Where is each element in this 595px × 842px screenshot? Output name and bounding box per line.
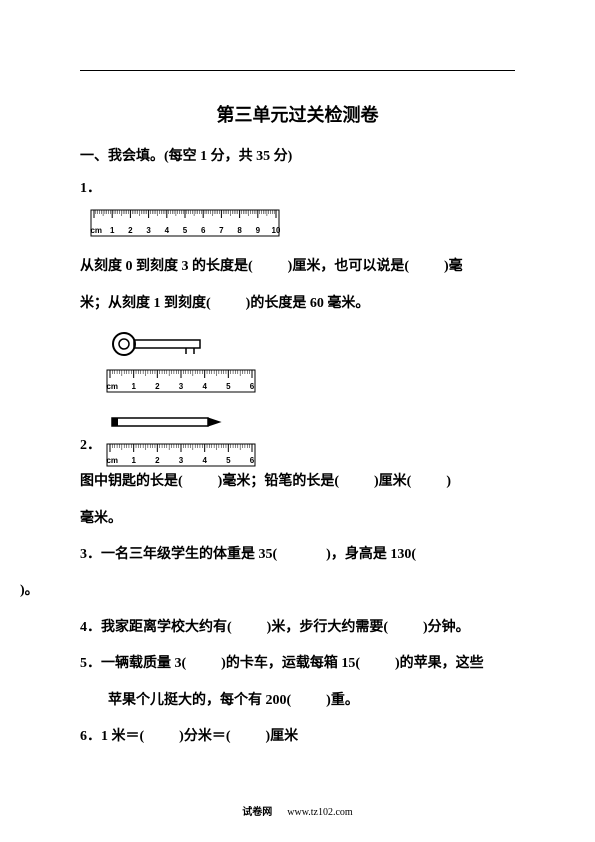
svg-text:4: 4 — [165, 226, 170, 235]
q2-blank-1 — [186, 474, 214, 489]
q6-blank-2 — [234, 729, 262, 744]
q2-number: 2． — [80, 428, 102, 464]
q2-text-5: 毫米。 — [80, 501, 515, 537]
q5-text-4: 苹果个儿挺大的，每个有 200( — [80, 693, 291, 708]
q5-blank-2 — [364, 656, 392, 671]
key-on-ruler: 0cm 1 2 3 4 5 6 — [106, 326, 256, 396]
q1-text-4: 米；从刻度 1 到刻度( — [80, 296, 211, 311]
svg-text:1: 1 — [131, 382, 136, 391]
q1-text-1: 从刻度 0 到刻度 3 的长度是( — [80, 259, 253, 274]
q1-blank-2 — [413, 259, 441, 274]
question-5: 5．一辆载质量 3( )的卡车，运载每箱 15( )的苹果，这些 苹果个儿挺大的… — [80, 646, 515, 719]
pencil-on-ruler: 0cm123456 — [106, 408, 256, 468]
question-2: 0cm123456 2． 0cm123456 图中钥匙的长是( )毫米；铅笔的长… — [80, 326, 515, 537]
svg-text:4: 4 — [202, 382, 207, 391]
q4-text-3: )分钟。 — [423, 620, 470, 635]
q1-blank-3 — [214, 296, 242, 311]
q3-blank-1 — [281, 547, 323, 562]
q2-blank-3 — [415, 474, 443, 489]
q6-text-1: 6．1 米＝( — [80, 729, 144, 744]
svg-text:6: 6 — [201, 226, 206, 235]
q4-blank-2 — [392, 620, 420, 635]
svg-text:5: 5 — [183, 226, 188, 235]
section-1-heading: 一、我会填。(每空 1 分，共 35 分) — [80, 145, 515, 165]
q5-text-3: )的苹果，这些 — [395, 656, 484, 671]
question-3: 3．一名三年级学生的体重是 35( )，身高是 130( )。 — [80, 537, 515, 610]
q2-text-1: 图中钥匙的长是( — [80, 474, 183, 489]
footer: 试卷网 www.tz102.com — [0, 803, 595, 818]
question-6: 6．1 米＝( )分米＝( )厘米 — [80, 719, 515, 755]
top-rule — [80, 70, 515, 71]
q1-text-5: )的长度是 60 毫米。 — [246, 296, 370, 311]
q1-number: 1． — [80, 171, 102, 207]
q3-text-2: )，身高是 130( — [326, 547, 416, 562]
q2-text-2: )毫米；铅笔的长是( — [218, 474, 339, 489]
q4-text-2: )米，步行大约需要( — [267, 620, 388, 635]
footer-url: www.tz102.com — [287, 807, 352, 818]
q3-text-3: )。 — [20, 583, 39, 598]
q1-text-2: )厘米，也可以说是( — [288, 259, 409, 274]
svg-text:6: 6 — [250, 382, 255, 391]
svg-text:2: 2 — [128, 226, 133, 235]
footer-site: 试卷网 — [242, 807, 272, 818]
q5-text-2: )的卡车，运载每箱 15( — [221, 656, 360, 671]
q5-text-5: )重。 — [326, 693, 359, 708]
q6-text-3: )厘米 — [266, 729, 299, 744]
q5-blank-3 — [295, 693, 323, 708]
question-4: 4．我家距离学校大约有( )米，步行大约需要( )分钟。 — [80, 610, 515, 646]
svg-text:5: 5 — [226, 382, 231, 391]
q6-text-2: )分米＝( — [179, 729, 230, 744]
q6-blank-1 — [148, 729, 176, 744]
q2-text-3: )厘米( — [374, 474, 411, 489]
svg-text:7: 7 — [219, 226, 224, 235]
svg-text:10: 10 — [272, 226, 280, 235]
q1-blank-1 — [256, 259, 284, 274]
svg-text:1: 1 — [110, 226, 115, 235]
svg-text:9: 9 — [256, 226, 261, 235]
svg-text:2: 2 — [155, 382, 160, 391]
page-title: 第三单元过关检测卷 — [80, 101, 515, 127]
ruler-0-10: 0cm 1 2 3 4 5 6 7 8 9 10 — [90, 209, 280, 237]
q4-text-1: 4．我家距离学校大约有( — [80, 620, 232, 635]
svg-text:3: 3 — [179, 382, 184, 391]
svg-text:8: 8 — [237, 226, 242, 235]
q5-blank-1 — [190, 656, 218, 671]
svg-text:3: 3 — [146, 226, 151, 235]
q2-blank-2 — [343, 474, 371, 489]
q4-blank-1 — [235, 620, 263, 635]
svg-text:0cm: 0cm — [90, 226, 102, 235]
question-1: 1． 0cm 1 2 3 4 5 6 7 8 9 10 从刻度 0 到刻度 3 的长度是( )厘米，… — [80, 171, 515, 322]
q3-text-1: 3．一名三年级学生的体重是 35( — [80, 547, 277, 562]
q2-text-4: ) — [446, 474, 451, 489]
q5-text-1: 5．一辆载质量 3( — [80, 656, 186, 671]
svg-text:0cm: 0cm — [106, 382, 118, 391]
q3-blank-2 — [420, 547, 448, 562]
q1-text-3: )毫 — [444, 259, 463, 274]
